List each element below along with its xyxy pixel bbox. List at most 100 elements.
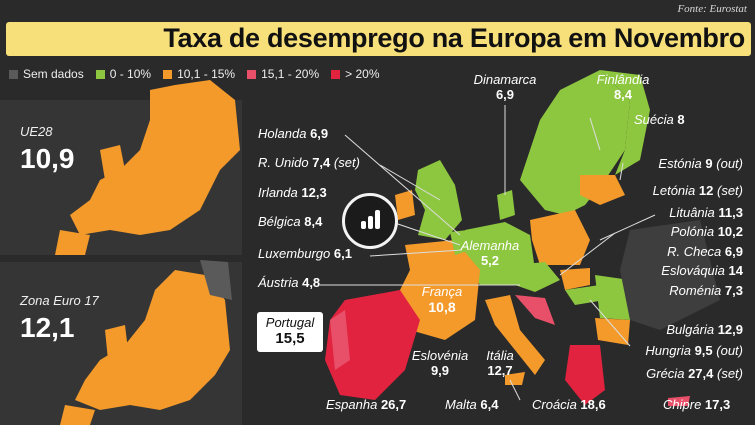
czech-austria-shape: [515, 262, 560, 292]
country-value: 10,8: [428, 299, 456, 315]
country-name: Irlanda: [258, 185, 298, 200]
country-name: Croácia: [532, 397, 577, 412]
legend-label: 15,1 - 20%: [261, 67, 320, 81]
country-name: Holanda: [258, 126, 307, 141]
country-value: 8,4: [304, 214, 323, 229]
legend-swatch: [9, 69, 18, 79]
baltics-shape: [580, 175, 625, 205]
france-shape: [400, 240, 480, 340]
poland-shape: [530, 210, 590, 265]
country-value: 26,7: [380, 397, 407, 412]
label-austria: Áustria 4,8: [258, 275, 320, 290]
country-value: 15,5: [275, 330, 305, 347]
label-romenia: Roménia 7,3: [669, 283, 743, 298]
ue28-mini-map: [55, 80, 240, 255]
label-finlandia: Finlândia 8,4: [588, 72, 658, 102]
legend-swatch: [163, 69, 173, 79]
romania-shape: [595, 275, 630, 320]
legend-label: 10,1 - 15%: [177, 67, 236, 81]
legend-item-0-10: 0 - 10%: [95, 67, 151, 81]
country-value: 12: [698, 183, 714, 198]
label-eslovenia: Eslovénia 9,9: [405, 348, 475, 378]
country-value: 12,3: [301, 185, 327, 200]
country-note: (out): [716, 343, 743, 358]
country-value: 6,9: [724, 244, 743, 259]
label-holanda: Holanda 6,9: [258, 126, 328, 141]
label-malta: Malta 6,4: [445, 397, 499, 412]
country-name: Polónia: [670, 224, 715, 239]
hungary-shape: [565, 285, 605, 305]
legend: Sem dados 0 - 10% 10,1 - 15% 15,1 - 20% …: [9, 67, 380, 81]
label-espanha: Espanha 26,7: [326, 397, 406, 412]
legend-label: Sem dados: [23, 67, 84, 81]
portugal-callout: Portugal 15,5: [257, 312, 323, 352]
country-value: 6,4: [480, 397, 499, 412]
country-value: 5,2: [480, 253, 500, 268]
country-value: 6,9: [310, 126, 329, 141]
country-name: Lituânia: [669, 205, 715, 220]
legend-item-10-15: 10,1 - 15%: [163, 67, 235, 81]
country-note: (set): [717, 366, 743, 381]
country-value: 8,4: [613, 87, 633, 102]
label-hungria: Hungria 9,5 (out): [645, 343, 743, 358]
country-value: 4,8: [302, 275, 321, 290]
country-name: Estónia: [658, 156, 702, 171]
legend-swatch: [95, 69, 105, 79]
country-name: Alemanha: [460, 238, 520, 253]
country-name: Áustria: [258, 275, 299, 290]
country-name: Eslováquia: [661, 263, 725, 278]
label-grecia: Grécia 27,4 (set): [646, 366, 743, 381]
label-chipre: Chipre 17,3: [663, 397, 730, 412]
benelux-shape: [450, 230, 470, 255]
eurozone-mini-map: [60, 260, 232, 425]
label-polonia: Polónia 10,2: [671, 224, 743, 239]
ue28-value: 10,9: [20, 143, 75, 174]
legend-swatch: [247, 69, 257, 79]
chart-overlay-button[interactable]: [342, 193, 398, 249]
country-value: 14: [728, 263, 743, 278]
ireland-shape: [395, 190, 415, 220]
country-name: Bélgica: [258, 214, 301, 229]
legend-item-15-20: 15,1 - 20%: [247, 67, 319, 81]
legend-swatch: [331, 69, 341, 79]
country-name: R. Unido: [258, 155, 309, 170]
country-value: 7,3: [724, 283, 743, 298]
country-value: 12,7: [487, 363, 513, 378]
slovakia-shape: [560, 268, 590, 290]
country-name: França: [421, 284, 463, 299]
uk-shape: [415, 160, 462, 240]
country-name: R. Checa: [667, 244, 722, 259]
bar-chart-icon: [361, 221, 366, 229]
label-italia: Itália 12,7: [472, 348, 528, 378]
country-value: 8: [677, 112, 685, 127]
label-luxemburgo: Luxemburgo 6,1: [258, 246, 352, 261]
italy-shape: [485, 295, 545, 375]
country-name: Luxemburgo: [258, 246, 331, 261]
label-dinamarca: Dinamarca 6,9: [470, 72, 540, 102]
country-value: 18,6: [580, 397, 606, 412]
greece-shape: [565, 345, 605, 405]
country-value: 12,9: [717, 322, 743, 337]
label-irlanda: Irlanda 12,3: [258, 185, 327, 200]
country-value: 17,3: [704, 397, 731, 412]
eurozone-label: Zona Euro 17: [20, 293, 99, 308]
cyprus-shape: [668, 396, 690, 406]
label-eslovaquia: Eslováquia 14: [661, 263, 743, 278]
country-value: 10,2: [717, 224, 743, 239]
country-name: Dinamarca: [473, 72, 537, 87]
label-bulgaria: Bulgária 12,9: [666, 322, 743, 337]
country-value: 9,9: [430, 363, 450, 378]
portugal-shape: [330, 310, 350, 370]
country-name: Roménia: [669, 283, 722, 298]
label-franca: França 10,8: [410, 284, 474, 315]
label-r-checa: R. Checa 6,9: [667, 244, 743, 259]
bar-chart-icon: [375, 210, 380, 229]
country-value: 7,4: [312, 155, 331, 170]
country-value: 27,4: [688, 366, 714, 381]
country-value: 9,5: [694, 343, 713, 358]
country-name: Letónia: [652, 183, 696, 198]
label-lituania: Lituânia 11,3: [669, 205, 743, 220]
page-title: Taxa de desemprego na Europa em Novembro: [163, 23, 745, 53]
country-name: Hungria: [645, 343, 691, 358]
